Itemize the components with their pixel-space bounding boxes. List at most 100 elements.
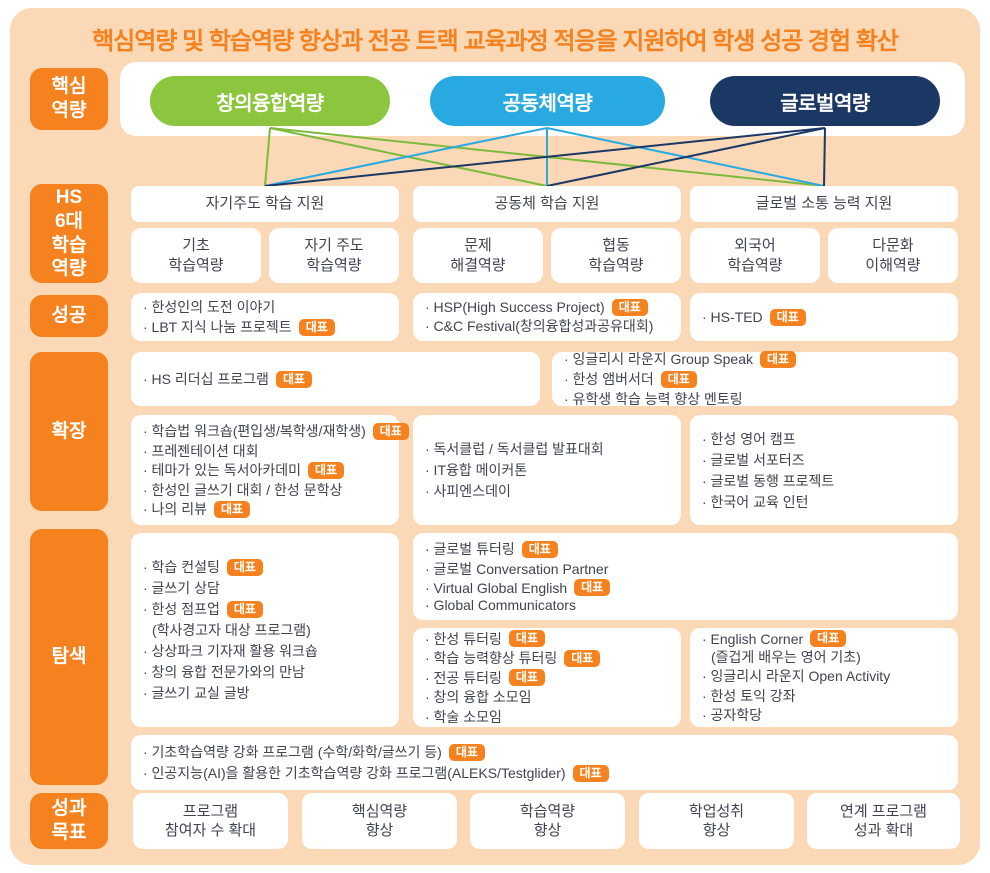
program-box-tutoring: · 한성 튜터링 대표 · 학습 능력향상 튜터링 대표 · 전공 튜터링 대표 · …	[413, 628, 681, 727]
program-item: · 글로벌 동행 프로젝트	[702, 472, 835, 489]
program-item: · 프레젠테이션 대회	[143, 442, 259, 459]
core-competency-pill-global: 글로벌역량	[710, 76, 940, 126]
rep-badge: 대표	[574, 579, 611, 597]
sidebar-label-expansion: 확장	[30, 352, 108, 511]
competency-box-basic: 기초 학습역량	[131, 228, 261, 283]
rep-badge: 대표	[308, 461, 345, 479]
program-box-success-2: · HSP(High Success Project) 대표 · C&C Fest…	[413, 293, 681, 341]
competency-box-self-directed: 자기 주도 학습역량	[269, 228, 399, 283]
program-item: · 나의 리뷰 대표	[143, 499, 387, 519]
program-item: · 인공지능(AI)을 활용한 기초학습역량 강화 프로그램(ALEKS/Tes…	[143, 763, 946, 784]
program-item: · 한성 영어 캠프	[702, 430, 796, 447]
program-box-global-tutoring: · 글로벌 튜터링 대표 · 글로벌 Conversation Partner ·…	[413, 533, 958, 620]
program-item: · HSP(High Success Project) 대표	[425, 298, 669, 316]
program-box-english-lounge: · 잉글리시 라운지 Group Speak 대표 · 한성 앰버서더 대표 · 유…	[552, 349, 958, 407]
outcome-box-linked-programs: 연계 프로그램 성과 확대	[807, 793, 960, 849]
program-box-success-3: · HS-TED 대표	[690, 293, 958, 341]
program-item: · 잉글리시 라운지 Group Speak 대표	[564, 349, 946, 369]
rep-badge: 대표	[564, 649, 601, 667]
program-item: · 글로벌 Conversation Partner	[425, 561, 609, 577]
connector-lines	[264, 127, 826, 187]
program-item: · 한성 토익 강좌	[702, 687, 796, 704]
program-box-success-1: · 한성인의 도전 이야기 · LBT 지식 나눔 프로젝트 대표	[131, 293, 399, 341]
sidebar-label-success: 성공	[30, 295, 108, 337]
program-item: · 한성 튜터링 대표	[425, 629, 669, 649]
program-item: · 전공 튜터링 대표	[425, 668, 669, 688]
program-item: · 학습법 워크숍(편입생/복학생/재학생) 대표	[143, 421, 409, 441]
program-item: · 학습 능력향상 튜터링 대표	[425, 648, 669, 668]
program-item: · 한성인 글쓰기 대회 / 한성 문학상	[143, 481, 343, 498]
outcome-box-learning-competency: 학습역량 향상	[470, 793, 625, 849]
program-item: · 글로벌 튜터링 대표	[425, 539, 946, 559]
competency-box-multicultural: 다문화 이해역량	[828, 228, 958, 283]
sidebar-label-exploration: 탐색	[30, 529, 108, 785]
program-item: · 창의 융합 소모임	[425, 689, 532, 705]
program-item: · IT융합 메이커톤	[425, 462, 528, 478]
rep-badge: 대표	[213, 500, 251, 518]
rep-badge: 대표	[298, 318, 335, 336]
group-box-global: 글로벌 소통 능력 지원	[690, 186, 958, 222]
program-item: · Virtual Global English 대표	[425, 579, 946, 597]
group-box-community: 공동체 학습 지원	[413, 186, 681, 222]
page-title: 핵심역량 및 학습역량 향상과 전공 트랙 교육과정 적응을 지원하여 학생 성…	[92, 28, 899, 55]
program-item: · 상상파크 기자재 활용 워크숍	[143, 643, 318, 659]
outcome-box-achievement: 학업성취 향상	[639, 793, 794, 849]
program-box-english-corner: · English Corner 대표 (즐겁게 배우는 영어 기초) · 잉글리…	[690, 628, 958, 727]
rep-badge: 대표	[810, 630, 847, 647]
rep-badge: 대표	[572, 764, 609, 782]
rep-badge: 대표	[660, 370, 697, 388]
program-item: · 글쓰기 교실 글방	[143, 685, 250, 701]
rep-badge: 대표	[448, 743, 485, 761]
rep-badge: 대표	[769, 308, 806, 326]
competency-box-foreign-language: 외국어 학습역량	[690, 228, 820, 283]
program-item: (즐겁게 배우는 영어 기초)	[711, 648, 861, 665]
program-item: · 글쓰기 상담	[143, 580, 220, 596]
rep-badge: 대표	[521, 540, 558, 558]
outcome-box-participants: 프로그램 참여자 수 확대	[133, 793, 288, 849]
program-box-basic-reinforcement: · 기초학습역량 강화 프로그램 (수학/화학/글쓰기 등) 대표 · 인공지능(…	[131, 735, 958, 790]
program-item: · 사피엔스데이	[425, 483, 511, 499]
core-competency-pill-creative: 창의융합역량	[150, 76, 390, 126]
sidebar-label-hs-competencies: HS 6대 학습 역량	[30, 184, 108, 283]
program-item: · 글로벌 서포터즈	[702, 451, 805, 468]
program-item: · 기초학습역량 강화 프로그램 (수학/화학/글쓰기 등) 대표	[143, 742, 946, 763]
program-item: · 한국어 교육 인턴	[702, 493, 809, 510]
program-box-clubs: · 독서클럽 / 독서클럽 발표대회 · IT융합 메이커톤 · 사피엔스데이	[413, 415, 681, 525]
sidebar-label-outcome: 성과 목표	[30, 793, 108, 849]
competency-box-problem-solving: 문제 해결역량	[413, 228, 543, 283]
rep-badge: 대표	[226, 558, 263, 576]
core-competency-container: 창의융합역량 공동체역량 글로벌역량	[120, 62, 965, 136]
program-box-workshops: · 학습법 워크숍(편입생/복학생/재학생) 대표 · 프레젠테이션 대회 · 테…	[131, 415, 409, 525]
program-item: · 한성 앰버서더 대표	[564, 369, 946, 389]
program-item: · Global Communicators	[425, 597, 576, 614]
rep-badge: 대표	[611, 298, 648, 316]
rep-badge: 대표	[226, 600, 263, 618]
program-item: · 독서클럽 / 독서클럽 발표대회	[425, 441, 604, 457]
program-box-consulting: · 학습 컨설팅 대표 · 글쓰기 상담 · 한성 점프업 대표 (학사경고자 대상…	[131, 533, 399, 727]
program-item: · HS-TED 대표	[702, 307, 946, 328]
program-item: (학사경고자 대상 프로그램)	[152, 622, 311, 638]
core-competency-pill-community: 공동체역량	[430, 76, 665, 126]
program-item: · LBT 지식 나눔 프로젝트 대표	[143, 317, 387, 337]
outcome-box-core-competency: 핵심역량 향상	[302, 793, 457, 849]
program-item: · C&C Festival(창의융합성과공유대회)	[425, 317, 654, 334]
program-item: · 공자학당	[702, 707, 763, 724]
program-item: · 잉글리시 라운지 Open Activity	[702, 668, 891, 685]
competency-box-cooperative: 협동 학습역량	[551, 228, 681, 283]
rep-badge: 대표	[275, 370, 313, 388]
group-box-self-directed: 자기주도 학습 지원	[131, 186, 399, 222]
program-item: · HS 리더십 프로그램 대표	[143, 369, 528, 390]
program-box-global-expansion: · 한성 영어 캠프 · 글로벌 서포터즈 · 글로벌 동행 프로젝트 · 한국…	[690, 415, 958, 525]
rep-badge: 대표	[508, 630, 545, 647]
program-item: · 유학생 학습 능력 향상 멘토링	[564, 391, 743, 407]
program-item: · 학술 소모임	[425, 708, 502, 725]
program-item: · 테마가 있는 독서아카데미 대표	[143, 460, 387, 480]
rep-badge: 대표	[760, 350, 797, 368]
program-item: · 한성인의 도전 이야기	[143, 299, 276, 315]
program-item: · 창의 융합 전문가와의 만남	[143, 664, 305, 680]
program-item: · English Corner 대표	[702, 630, 946, 647]
program-box-leadership: · HS 리더십 프로그램 대표	[131, 352, 540, 406]
rep-badge: 대표	[372, 422, 409, 440]
sidebar-label-core: 핵심 역량	[30, 68, 108, 130]
